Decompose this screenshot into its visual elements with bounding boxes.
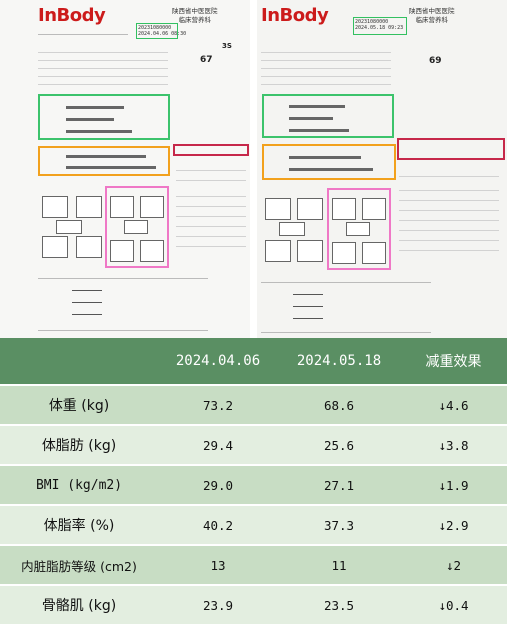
muscle-fat-analysis-box [38,94,170,140]
header-date-before: 2024.04.06 [158,338,278,385]
row-item: 体重 (kg) [0,384,158,425]
table-header-row: 2024.04.06 2024.05.18 减重效果 [0,338,507,385]
row-after: 23.5 [278,584,400,624]
hospital-name: 陕西省中医医院 临床营养科 [172,7,218,25]
row-item: BMI (kg/m2) [0,464,158,505]
report-datetime: 2024.05.18 09:23 [355,25,404,31]
table-row: 内脏脂肪等级 (cm2) 13 11 ↓2 [0,544,507,585]
segmental-fat-box [105,186,169,268]
row-effect: ↓2 [400,544,507,585]
row-item: 体脂率 (%) [0,504,158,545]
table-row: 体脂率 (%) 40.2 37.3 ↓2.9 [0,504,507,545]
inbody-report-before: InBody 陕西省中医医院 临床营养科 20231080000 2024.04… [0,0,250,338]
hospital-line-2: 临床营养科 [415,16,449,24]
row-after: 25.6 [278,424,400,465]
row-after: 37.3 [278,504,400,545]
row-item: 骨骼肌 (kg) [0,584,158,624]
row-effect: ↓0.4 [400,584,507,624]
handwritten-mark: 3S [222,42,232,50]
table-row: 体脂肪 (kg) 29.4 25.6 ↓3.8 [0,424,507,465]
report-id: 20231080000 [138,25,172,31]
hospital-name: 陕西省中医医院 临床营养科 [409,7,455,25]
report-date: 20231080000 2024.04.06 08:30 [138,25,186,37]
hospital-line-2: 临床营养科 [178,16,212,24]
table-row: 体重 (kg) 73.2 68.6 ↓4.6 [0,384,507,425]
report-date: 20231080000 2024.05.18 09:23 [355,19,403,31]
table-row: 骨骼肌 (kg) 23.9 23.5 ↓0.4 [0,584,507,624]
row-item: 内脏脂肪等级 (cm2) [0,544,158,585]
obesity-analysis-box [262,144,396,180]
row-before: 23.9 [158,584,278,624]
row-effect: ↓2.9 [400,504,507,545]
inbody-logo: InBody [261,5,329,26]
weight-loss-comparison-table: 2024.04.06 2024.05.18 减重效果 体重 (kg) 73.2 … [0,338,507,624]
header-effect: 减重效果 [400,338,507,385]
row-item: 体脂肪 (kg) [0,424,158,465]
visceral-fat-box [397,138,505,160]
row-before: 29.4 [158,424,278,465]
score-value: 69 [429,56,442,66]
row-before: 29.0 [158,464,278,505]
table-row: BMI (kg/m2) 29.0 27.1 ↓1.9 [0,464,507,505]
row-after: 27.1 [278,464,400,505]
segmental-fat-box [327,188,391,270]
visceral-fat-box [173,144,249,156]
row-effect: ↓4.6 [400,384,507,425]
row-effect: ↓3.8 [400,424,507,465]
score-value: 67 [200,55,213,65]
inbody-report-after: InBody 陕西省中医医院 临床营养科 20231080000 2024.05… [257,0,507,338]
row-before: 13 [158,544,278,585]
report-id: 20231080000 [355,19,389,25]
obesity-analysis-box [38,146,170,176]
hospital-line-1: 陕西省中医医院 [172,7,218,15]
inbody-logo: InBody [38,5,106,26]
header-date-after: 2024.05.18 [278,338,400,385]
header-item [0,338,158,385]
row-effect: ↓1.9 [400,464,507,505]
date-highlight-box [353,17,407,35]
report-datetime: 2024.04.06 08:30 [138,31,187,37]
row-before: 40.2 [158,504,278,545]
muscle-fat-analysis-box [262,94,394,138]
row-before: 73.2 [158,384,278,425]
hospital-line-1: 陕西省中医医院 [409,7,455,15]
row-after: 11 [278,544,400,585]
date-highlight-box [136,23,178,39]
header-rule [38,34,128,35]
row-after: 68.6 [278,384,400,425]
